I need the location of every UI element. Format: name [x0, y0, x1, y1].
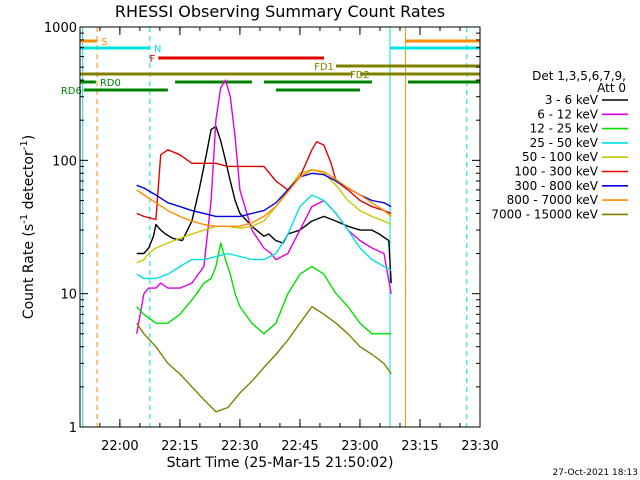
- status-bar-n: N: [80, 44, 480, 55]
- status-bar-fd2: FD2: [80, 70, 480, 81]
- x-axis-label: Start Time (25-Mar-15 21:50:02): [167, 455, 394, 471]
- y-tick-label: 1: [69, 421, 77, 436]
- chart-title: RHESSI Observing Summary Count Rates: [115, 2, 445, 21]
- series-line-3: [136, 194, 392, 280]
- legend-item: 25 - 50 keV: [530, 136, 628, 150]
- y-axis-label-close: ): [21, 135, 37, 140]
- series-line-4: [136, 168, 392, 264]
- y-axis-label: Count Rate (s-1 detector-1): [19, 135, 37, 319]
- legend-header-line2: Att 0: [597, 81, 626, 95]
- status-label-s: S: [101, 37, 107, 48]
- series-line-8: [136, 305, 392, 413]
- legend-label: 7000 - 15000 keV: [491, 207, 598, 221]
- legend-label: 3 - 6 keV: [545, 93, 599, 107]
- series-line-0: [136, 125, 392, 284]
- series-line-7: [136, 168, 392, 228]
- status-bar-fd1: FD1: [314, 62, 480, 73]
- legend-item: 3 - 6 keV: [545, 93, 628, 107]
- legend-label: 25 - 50 keV: [530, 136, 599, 150]
- y-tick-label: 1000: [44, 21, 77, 36]
- x-tick-label: 22:15: [161, 439, 198, 454]
- series-lines: [136, 79, 392, 413]
- x-tick-label: 23:15: [401, 439, 438, 454]
- legend-label: 300 - 800 keV: [514, 179, 598, 193]
- status-label-rd6: RD6: [61, 86, 82, 97]
- timestamp: 27-Oct-2021 18:13: [553, 468, 638, 478]
- x-tick-label: 23:30: [461, 439, 498, 454]
- legend-label: 12 - 25 keV: [530, 122, 599, 136]
- y-axis-label-rest: detector: [21, 150, 37, 214]
- legend-item: 50 - 100 keV: [522, 150, 628, 164]
- legend-label: 800 - 7000 keV: [507, 193, 599, 207]
- series-line-5: [136, 140, 392, 221]
- legend-label: 6 - 12 keV: [537, 107, 599, 121]
- x-tick-label: 22:00: [101, 439, 138, 454]
- vertical-markers: [82, 27, 468, 427]
- series-line-1: [136, 79, 392, 334]
- status-label-fd2: FD2: [350, 70, 370, 81]
- legend-item: 7000 - 15000 keV: [491, 207, 628, 221]
- status-bar-rd0: RD0: [80, 78, 480, 89]
- status-label-n: N: [154, 44, 161, 55]
- legend-item: 6 - 12 keV: [537, 107, 628, 121]
- y-axis-label-sup: -1: [19, 214, 30, 224]
- legend-item: 800 - 7000 keV: [507, 193, 628, 207]
- y-tick-label: 10: [60, 288, 77, 303]
- status-label-rd0: RD0: [100, 78, 121, 89]
- x-tick-label: 22:30: [221, 439, 258, 454]
- legend-label: 100 - 300 keV: [514, 165, 598, 179]
- status-bar-s: S: [80, 37, 480, 48]
- status-bars: S NF FD1 FD2 RD0 RD6: [61, 37, 480, 97]
- status-bar-rd6: RD6: [61, 86, 360, 97]
- legend-item: 12 - 25 keV: [530, 122, 628, 136]
- x-axis: 22:00 22:15 22:30 22:45 23:00 23:15 23:30: [99, 27, 499, 454]
- status-bar-f: F: [150, 54, 324, 65]
- y-tick-label: 100: [52, 154, 77, 169]
- status-label-fd1: FD1: [314, 62, 334, 73]
- y-axis-label-sup2: -1: [19, 140, 30, 150]
- legend-item: 100 - 300 keV: [514, 165, 628, 179]
- y-axis-label-main: Count Rate (s: [21, 224, 37, 319]
- series-line-2: [136, 242, 392, 335]
- plot-area-frame: [79, 26, 481, 428]
- x-tick-label: 23:00: [341, 439, 378, 454]
- y-axis: 1 10 100 1000: [44, 21, 480, 436]
- x-tick-label: 22:45: [281, 439, 318, 454]
- legend-header-line1: Det 1,3,5,6,7,9,: [532, 69, 626, 83]
- status-label-f: F: [150, 54, 156, 65]
- legend-item: 300 - 800 keV: [514, 179, 628, 193]
- legend-label: 50 - 100 keV: [522, 150, 599, 164]
